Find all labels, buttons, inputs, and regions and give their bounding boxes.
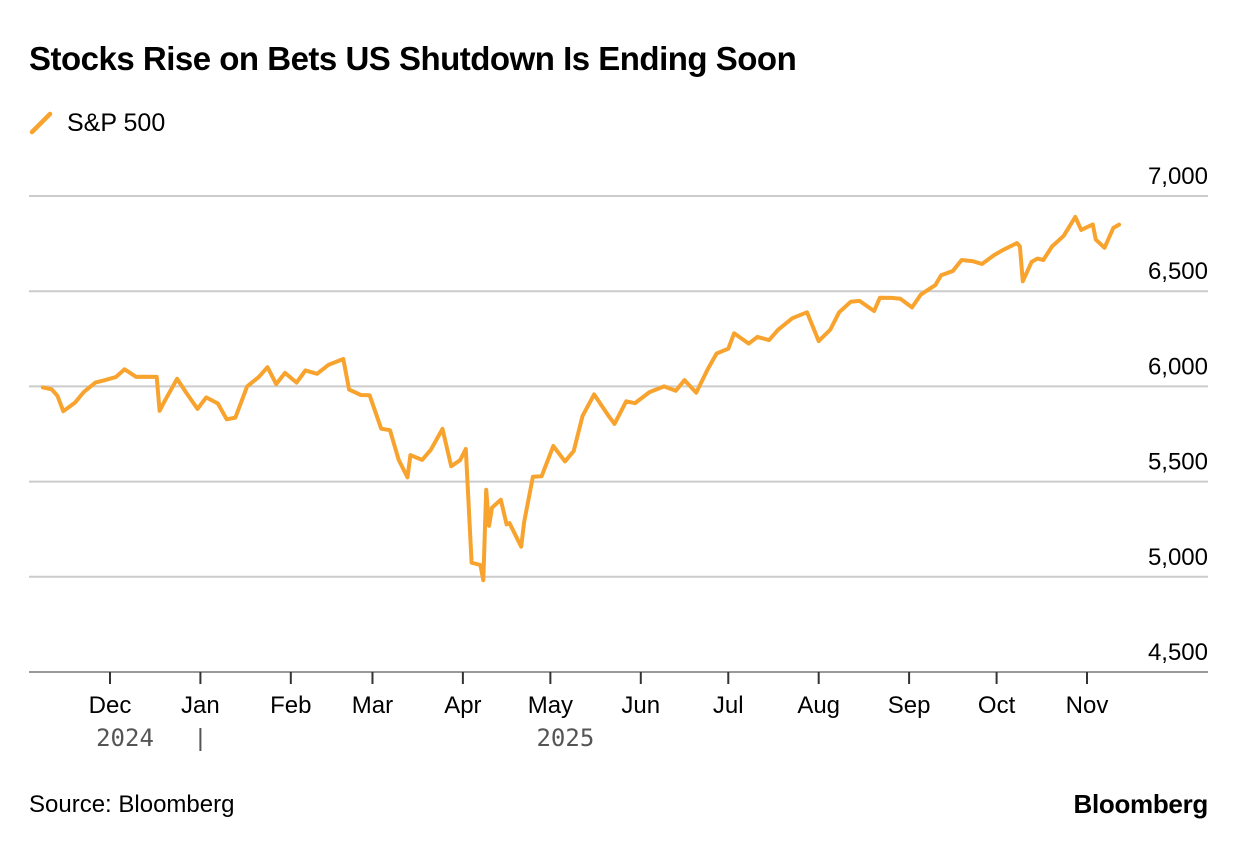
x-tick-label: Mar [352, 692, 393, 719]
year-label: 2024 [96, 724, 154, 752]
legend: S&P 500 [29, 106, 165, 140]
chart-title: Stocks Rise on Bets US Shutdown Is Endin… [29, 40, 797, 77]
x-tick-label: Nov [1066, 692, 1109, 719]
x-tick-label: Aug [797, 692, 840, 719]
x-tick-label: Jun [621, 692, 660, 719]
x-tick-label: Jul [713, 692, 744, 719]
y-tick-label: 6,500 [1148, 258, 1208, 285]
y-tick-label: 6,000 [1148, 353, 1208, 380]
y-tick-label: 4,500 [1148, 639, 1208, 666]
y-tick-label: 5,500 [1148, 449, 1208, 476]
legend-line-icon [29, 111, 53, 135]
source-note: Source: Bloomberg [29, 791, 235, 818]
series-line-sp500 [40, 214, 1122, 583]
x-tick-label: May [528, 692, 573, 719]
brand-logo: Bloomberg [1073, 789, 1208, 819]
x-tick-label: Feb [270, 692, 311, 719]
x-tick-label: Dec [89, 692, 132, 719]
x-tick-label: Apr [444, 692, 481, 719]
x-tick-label: Sep [888, 692, 931, 719]
x-tick-label: Oct [978, 692, 1016, 719]
legend-label: S&P 500 [67, 108, 166, 137]
y-tick-label: 7,000 [1148, 163, 1208, 190]
year-label: 2025 [536, 724, 594, 752]
y-tick-label: 5,000 [1148, 544, 1208, 571]
x-tick-label: Jan [181, 692, 220, 719]
